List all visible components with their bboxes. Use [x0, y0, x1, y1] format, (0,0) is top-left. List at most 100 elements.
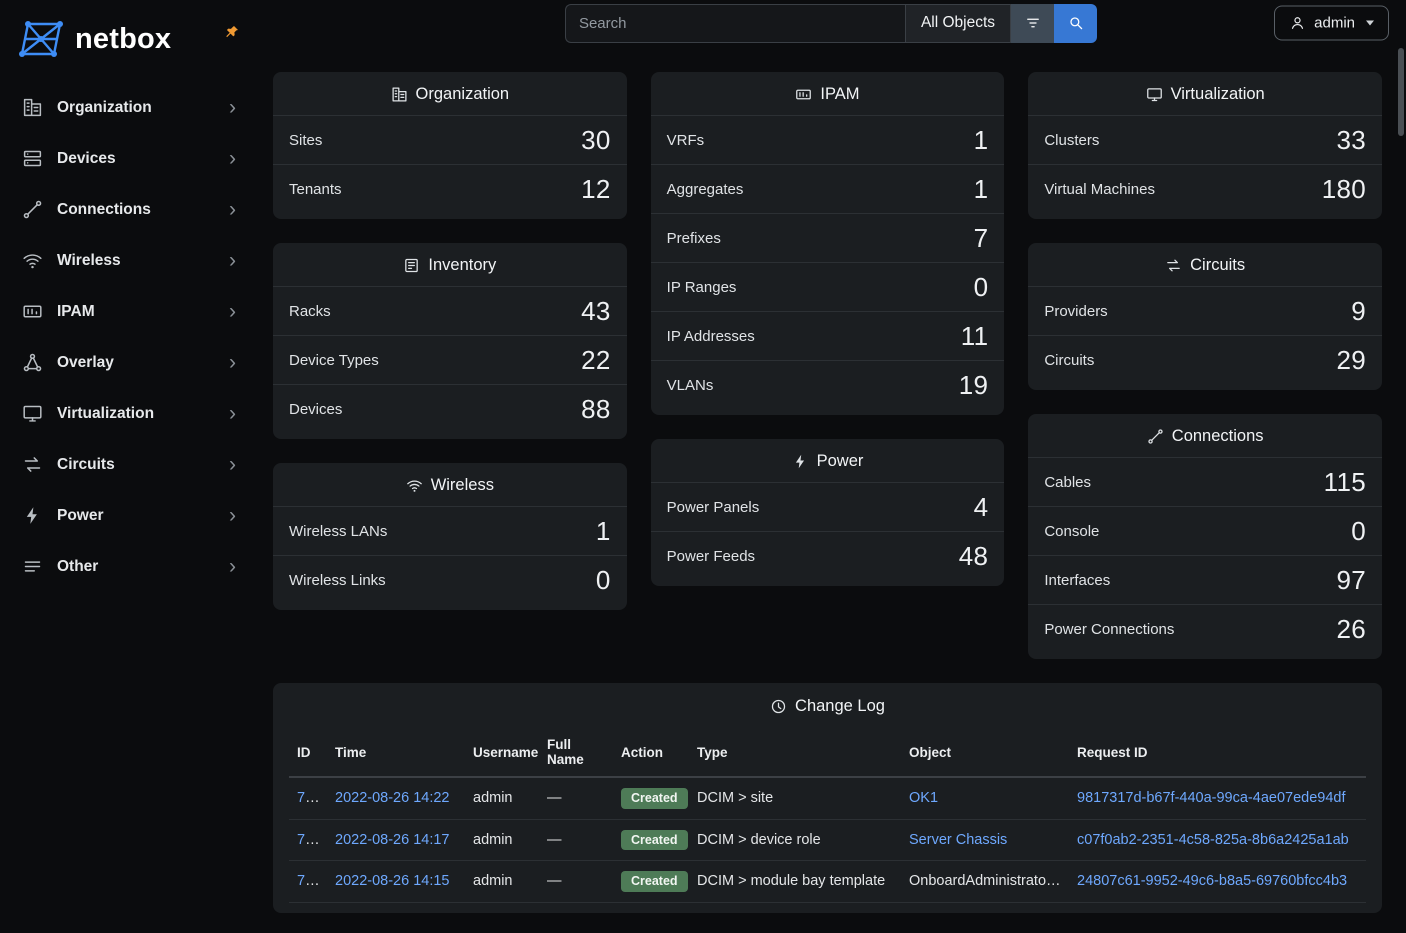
sidebar-item-devices[interactable]: Devices › — [12, 133, 246, 184]
wireless-card-title: Wireless — [273, 463, 627, 506]
request-id-link[interactable]: c07f0ab2-2351-4c58-825a-8b6a2425a1ab — [1077, 831, 1349, 848]
search-input[interactable] — [564, 3, 905, 43]
tenants-link[interactable]: Tenants — [289, 180, 342, 198]
sidebar-item-power[interactable]: Power › — [12, 490, 246, 541]
circuits-link[interactable]: Circuits — [1044, 351, 1095, 369]
column-header-object[interactable]: Object — [901, 728, 1069, 778]
monitor-icon — [23, 405, 42, 422]
netbox-logo-mark — [19, 21, 63, 57]
swap-icon — [1167, 259, 1180, 272]
providers-count: 9 — [1351, 295, 1366, 326]
column-header-type[interactable]: Type — [689, 728, 901, 778]
column-header-time[interactable]: Time — [327, 728, 465, 778]
connection-icon — [23, 200, 42, 219]
power-panels-link[interactable]: Power Panels — [666, 498, 760, 516]
sidebar-item-organization[interactable]: Organization › — [12, 82, 246, 133]
bolt-icon — [795, 454, 804, 469]
wireless-links-link[interactable]: Wireless Links — [289, 571, 386, 589]
virtualization-card: Virtualization Clusters 33 Virtual Machi… — [1028, 72, 1382, 219]
history-icon — [771, 699, 786, 714]
device-types-count: 22 — [581, 344, 611, 375]
pin-sidebar-icon[interactable] — [224, 24, 240, 40]
change-time-link[interactable]: 2022-08-26 14:15 — [335, 873, 450, 890]
prefixes-link[interactable]: Prefixes — [666, 229, 721, 247]
request-id-link[interactable]: 9817317d-b67f-440a-99ca-4ae07ede94df — [1077, 790, 1346, 807]
search-submit-button[interactable] — [1054, 3, 1098, 43]
stat-row-power-panels: Power Panels 4 — [650, 482, 1005, 531]
change-log-row: 753 2022-08-26 14:15 admin — Created DCI… — [289, 860, 1366, 903]
aggregates-link[interactable]: Aggregates — [666, 180, 744, 198]
device-types-link[interactable]: Device Types — [289, 351, 379, 369]
change-id-link[interactable]: 753 — [297, 873, 322, 890]
filter-button[interactable] — [1011, 3, 1055, 43]
building-icon — [392, 87, 407, 102]
stat-row-circuits: Circuits 29 — [1028, 335, 1382, 384]
change-log-card: Change Log ID Time Username Full Name Ac — [273, 683, 1382, 913]
object-type-label: All Objects — [920, 14, 996, 31]
providers-link[interactable]: Providers — [1044, 302, 1108, 320]
change-object-text: OnboardAdministrator-2 — [909, 873, 1064, 890]
sidebar-item-overlay[interactable]: Overlay › — [12, 337, 246, 388]
request-id-link[interactable]: 24807c61-9952-49c6-b8a5-69760bfcc4b3 — [1077, 873, 1348, 890]
created-badge: Created — [621, 829, 688, 850]
column-header-id[interactable]: ID — [289, 728, 327, 778]
racks-link[interactable]: Racks — [289, 302, 331, 320]
stat-row-ip-ranges: IP Ranges 0 — [650, 262, 1005, 311]
stat-row-interfaces: Interfaces 97 — [1028, 555, 1382, 604]
change-id-link[interactable]: 755 — [297, 790, 322, 807]
stat-row-device-types: Device Types 22 — [273, 335, 627, 384]
power-connections-link[interactable]: Power Connections — [1044, 620, 1175, 638]
change-username: admin — [465, 860, 539, 903]
sidebar-item-label: Connections — [57, 200, 151, 218]
column-header-action[interactable]: Action — [613, 728, 689, 778]
ip-ranges-link[interactable]: IP Ranges — [666, 278, 737, 296]
aggregates-count: 1 — [973, 173, 989, 204]
change-time-link[interactable]: 2022-08-26 14:17 — [335, 831, 450, 848]
change-id-link[interactable]: 754 — [297, 831, 322, 848]
virtualization-card-title: Virtualization — [1028, 72, 1382, 115]
card-title-text: Wireless — [430, 476, 494, 494]
column-header-username[interactable]: Username — [465, 728, 539, 778]
sidebar-item-wireless[interactable]: Wireless › — [12, 235, 246, 286]
clusters-link[interactable]: Clusters — [1044, 131, 1100, 149]
user-menu-button[interactable]: admin — [1274, 5, 1389, 41]
stat-row-cables: Cables 115 — [1028, 457, 1382, 506]
vrfs-link[interactable]: VRFs — [666, 131, 705, 149]
sidebar-item-other[interactable]: Other › — [12, 541, 246, 592]
interfaces-link[interactable]: Interfaces — [1044, 571, 1111, 589]
column-header-request-id[interactable]: Request ID — [1069, 728, 1366, 778]
sidebar-item-connections[interactable]: Connections › — [12, 184, 246, 235]
topbar: All Objects admin — [256, 0, 1406, 46]
stat-row-vrfs: VRFs 1 — [650, 115, 1005, 164]
scrollbar[interactable] — [1398, 48, 1404, 136]
card-title-text: Virtualization — [1170, 85, 1265, 103]
object-type-dropdown[interactable]: All Objects — [904, 3, 1012, 43]
change-time-link[interactable]: 2022-08-26 14:22 — [335, 790, 450, 807]
devices-link[interactable]: Devices — [289, 400, 343, 418]
sites-link[interactable]: Sites — [289, 131, 323, 149]
cables-link[interactable]: Cables — [1044, 473, 1092, 491]
sidebar-item-ipam[interactable]: IPAM › — [12, 286, 246, 337]
console-link[interactable]: Console — [1044, 522, 1100, 540]
netbox-logo[interactable]: netbox — [16, 18, 171, 60]
change-object-link[interactable]: OK1 — [909, 790, 939, 807]
sidebar-item-label: Virtualization — [57, 404, 155, 422]
virtual-machines-link[interactable]: Virtual Machines — [1044, 180, 1155, 198]
wireless-lans-link[interactable]: Wireless LANs — [289, 522, 388, 540]
person-icon — [1292, 17, 1304, 29]
power-feeds-link[interactable]: Power Feeds — [666, 547, 756, 565]
change-object-link[interactable]: Server Chassis — [909, 831, 1008, 848]
power-panels-count: 4 — [973, 491, 989, 522]
devices-count: 88 — [581, 393, 611, 424]
change-type: DCIM > device role — [689, 819, 901, 861]
stat-row-sites: Sites 30 — [273, 115, 627, 164]
change-log-table: ID Time Username Full Name Action Type O… — [289, 728, 1366, 903]
sidebar-item-virtualization[interactable]: Virtualization › — [12, 388, 246, 439]
ip-addresses-count: 11 — [960, 320, 989, 351]
sidebar-item-label: Overlay — [57, 353, 114, 371]
column-header-full-name[interactable]: Full Name — [539, 728, 613, 778]
vlans-link[interactable]: VLANs — [666, 376, 714, 394]
sidebar-item-circuits[interactable]: Circuits › — [12, 439, 246, 490]
ip-addresses-link[interactable]: IP Addresses — [666, 327, 755, 345]
